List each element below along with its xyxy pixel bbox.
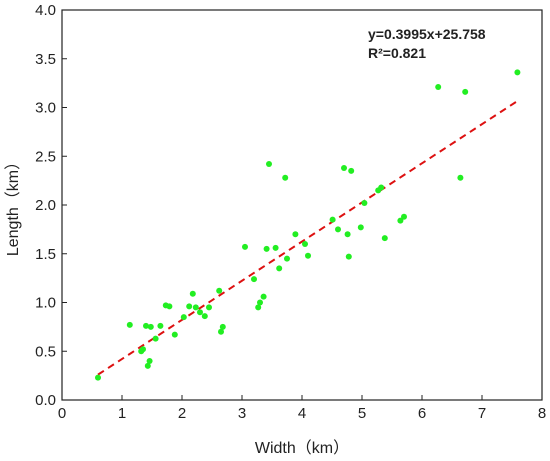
data-point <box>457 174 464 181</box>
data-point <box>201 313 208 320</box>
data-point <box>171 331 178 338</box>
trendline <box>97 99 519 376</box>
data-points <box>95 69 521 381</box>
x-tick-label: 6 <box>418 405 426 422</box>
data-point <box>251 276 257 283</box>
data-point <box>378 184 385 191</box>
x-tick-label: 5 <box>358 405 366 422</box>
x-tick-label: 4 <box>298 405 306 422</box>
data-point <box>126 321 133 328</box>
data-point <box>95 374 101 381</box>
data-point <box>462 88 469 95</box>
axis-ticks: 0 1 2 3 4 5 6 7 8 0.0 0.5 1.0 1.5 2.0 2.5 3.0 3.5 4.0 <box>35 2 546 422</box>
data-point <box>357 224 364 231</box>
data-point <box>292 231 299 238</box>
data-point <box>216 287 223 294</box>
x-tick-label: 7 <box>478 405 486 422</box>
data-point <box>302 241 308 247</box>
plot-area-frame <box>61 9 543 401</box>
data-point <box>189 290 196 297</box>
data-point <box>344 231 351 238</box>
data-point <box>284 255 290 262</box>
data-point <box>144 362 151 369</box>
y-axis-label: Length（km） <box>4 154 22 256</box>
y-tick-label: 0.0 <box>35 392 56 409</box>
data-point <box>157 322 164 329</box>
data-point <box>192 304 199 311</box>
data-point <box>186 303 193 310</box>
data-point <box>206 304 212 311</box>
data-point <box>435 84 442 91</box>
data-point <box>397 217 404 224</box>
data-point <box>143 322 149 329</box>
data-point <box>255 304 262 311</box>
data-point <box>197 309 203 316</box>
data-point <box>140 346 146 353</box>
annotation-equation: y=0.3995x+25.758 <box>368 26 486 42</box>
data-point <box>260 293 267 300</box>
data-point <box>341 164 347 171</box>
data-point <box>219 323 226 330</box>
data-point <box>401 213 407 220</box>
data-point <box>514 69 521 76</box>
y-tick-label: 3.0 <box>35 100 56 117</box>
y-tick-label: 1.0 <box>35 295 56 312</box>
data-point <box>282 174 289 181</box>
data-point <box>152 335 159 342</box>
y-tick-label: 4.0 <box>35 2 56 19</box>
x-tick-label: 2 <box>178 405 186 422</box>
data-point <box>257 299 263 306</box>
data-point <box>266 161 272 168</box>
y-tick-label: 3.5 <box>35 51 56 68</box>
data-point <box>345 253 352 260</box>
x-axis-label: Width（km） <box>255 439 349 457</box>
data-point <box>147 323 154 330</box>
annotation-r2: R²=0.821 <box>368 45 426 61</box>
y-tick-label: 2.0 <box>35 197 56 214</box>
data-point <box>218 328 224 335</box>
x-tick-label: 3 <box>238 405 246 422</box>
x-tick-label: 0 <box>58 405 66 422</box>
data-point <box>272 244 279 251</box>
y-tick-label: 0.5 <box>35 343 56 360</box>
x-tick-label: 1 <box>118 405 126 422</box>
data-point <box>361 200 368 207</box>
data-point <box>381 235 388 242</box>
x-tick-label: 8 <box>538 405 546 422</box>
data-point <box>166 303 173 310</box>
data-point <box>305 252 311 259</box>
data-point <box>276 265 283 272</box>
data-point <box>335 226 341 233</box>
y-tick-label: 1.5 <box>35 246 56 263</box>
data-point <box>348 167 355 174</box>
data-point <box>329 216 336 223</box>
data-point <box>263 245 270 252</box>
trendline-layer <box>97 99 519 376</box>
data-point <box>146 358 153 364</box>
y-tick-label: 2.5 <box>35 148 56 165</box>
data-point <box>180 314 187 321</box>
data-point <box>242 243 248 250</box>
